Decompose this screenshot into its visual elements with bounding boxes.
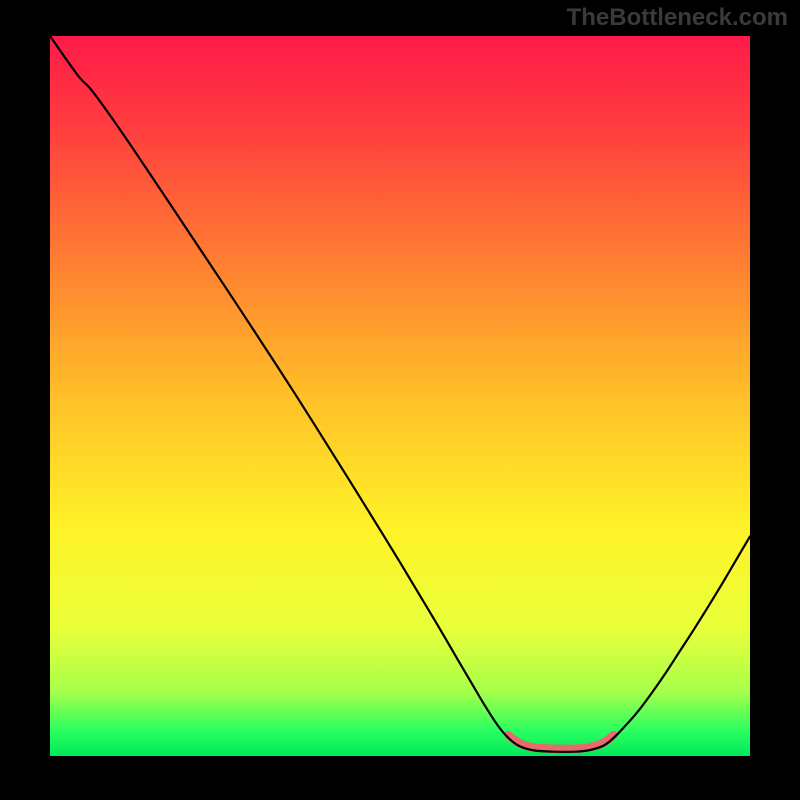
plot-area [50,36,750,756]
plot-frame [50,36,750,756]
watermark-text: TheBottleneck.com [567,4,788,32]
bottleneck-curve [50,36,750,752]
chart-container: TheBottleneck.com [0,0,800,800]
curve-svg [50,36,750,756]
